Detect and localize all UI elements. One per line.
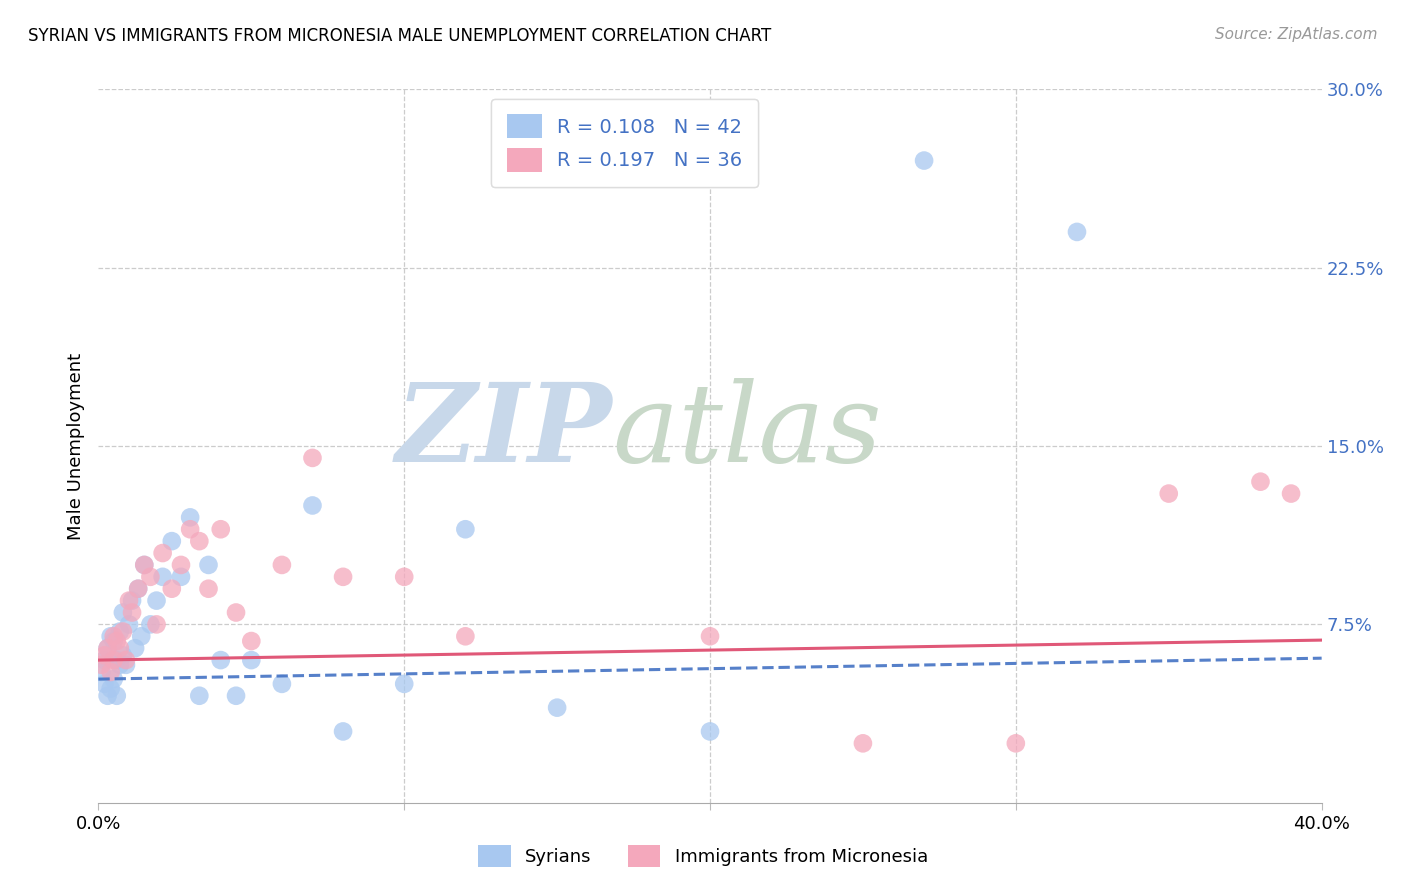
Point <box>197 558 219 572</box>
Point <box>179 522 201 536</box>
Point <box>97 689 120 703</box>
Point <box>188 689 211 703</box>
Point <box>115 653 138 667</box>
Point <box>152 546 174 560</box>
Point <box>134 558 156 572</box>
Legend: Syrians, Immigrants from Micronesia: Syrians, Immigrants from Micronesia <box>471 838 935 874</box>
Point <box>100 665 122 679</box>
Point <box>90 665 112 679</box>
Point <box>270 677 292 691</box>
Text: Source: ZipAtlas.com: Source: ZipAtlas.com <box>1215 27 1378 42</box>
Point <box>97 641 120 656</box>
Point <box>108 641 131 656</box>
Point <box>118 593 141 607</box>
Point <box>170 558 193 572</box>
Point <box>240 634 263 648</box>
Point <box>392 677 416 691</box>
Point <box>270 558 292 572</box>
Point <box>127 582 149 596</box>
Point <box>209 653 232 667</box>
Point <box>699 724 721 739</box>
Point <box>93 653 115 667</box>
Text: ZIP: ZIP <box>395 378 612 485</box>
Point <box>240 653 263 667</box>
Point <box>108 657 131 672</box>
Point <box>134 558 156 572</box>
Point <box>1066 225 1088 239</box>
Point <box>301 450 323 465</box>
Point <box>90 657 112 672</box>
Point <box>225 606 247 620</box>
Point <box>912 153 935 168</box>
Point <box>121 606 143 620</box>
Point <box>454 629 477 643</box>
Point <box>103 653 125 667</box>
Point <box>111 606 134 620</box>
Point <box>145 593 167 607</box>
Point <box>332 570 354 584</box>
Point <box>332 724 354 739</box>
Point <box>209 522 232 536</box>
Point <box>121 593 143 607</box>
Point <box>145 617 167 632</box>
Point <box>103 672 125 686</box>
Point <box>93 677 115 691</box>
Point <box>179 510 201 524</box>
Point <box>139 617 162 632</box>
Point <box>152 570 174 584</box>
Point <box>160 534 183 549</box>
Point <box>129 629 152 643</box>
Text: atlas: atlas <box>612 378 882 485</box>
Point <box>124 641 146 656</box>
Point <box>188 534 211 549</box>
Point <box>111 648 134 663</box>
Point <box>852 736 875 750</box>
Point <box>1249 475 1271 489</box>
Point <box>100 681 122 696</box>
Point <box>392 570 416 584</box>
Point <box>197 582 219 596</box>
Point <box>546 700 568 714</box>
Point <box>105 653 128 667</box>
Y-axis label: Male Unemployment: Male Unemployment <box>66 352 84 540</box>
Point <box>160 582 183 596</box>
Point <box>1004 736 1026 750</box>
Point <box>699 629 721 643</box>
Point <box>103 629 125 643</box>
Legend: R = 0.108   N = 42, R = 0.197   N = 36: R = 0.108 N = 42, R = 0.197 N = 36 <box>491 99 758 187</box>
Point <box>100 629 122 643</box>
Point <box>1279 486 1302 500</box>
Point <box>139 570 162 584</box>
Point <box>454 522 477 536</box>
Point <box>103 634 125 648</box>
Point <box>115 657 138 672</box>
Point <box>97 641 120 656</box>
Point <box>127 582 149 596</box>
Point <box>105 689 128 703</box>
Point <box>118 617 141 632</box>
Point <box>111 624 134 639</box>
Point <box>108 624 131 639</box>
Point <box>170 570 193 584</box>
Point <box>105 634 128 648</box>
Point <box>93 648 115 663</box>
Point <box>225 689 247 703</box>
Point <box>301 499 323 513</box>
Text: SYRIAN VS IMMIGRANTS FROM MICRONESIA MALE UNEMPLOYMENT CORRELATION CHART: SYRIAN VS IMMIGRANTS FROM MICRONESIA MAL… <box>28 27 772 45</box>
Point <box>1157 486 1180 500</box>
